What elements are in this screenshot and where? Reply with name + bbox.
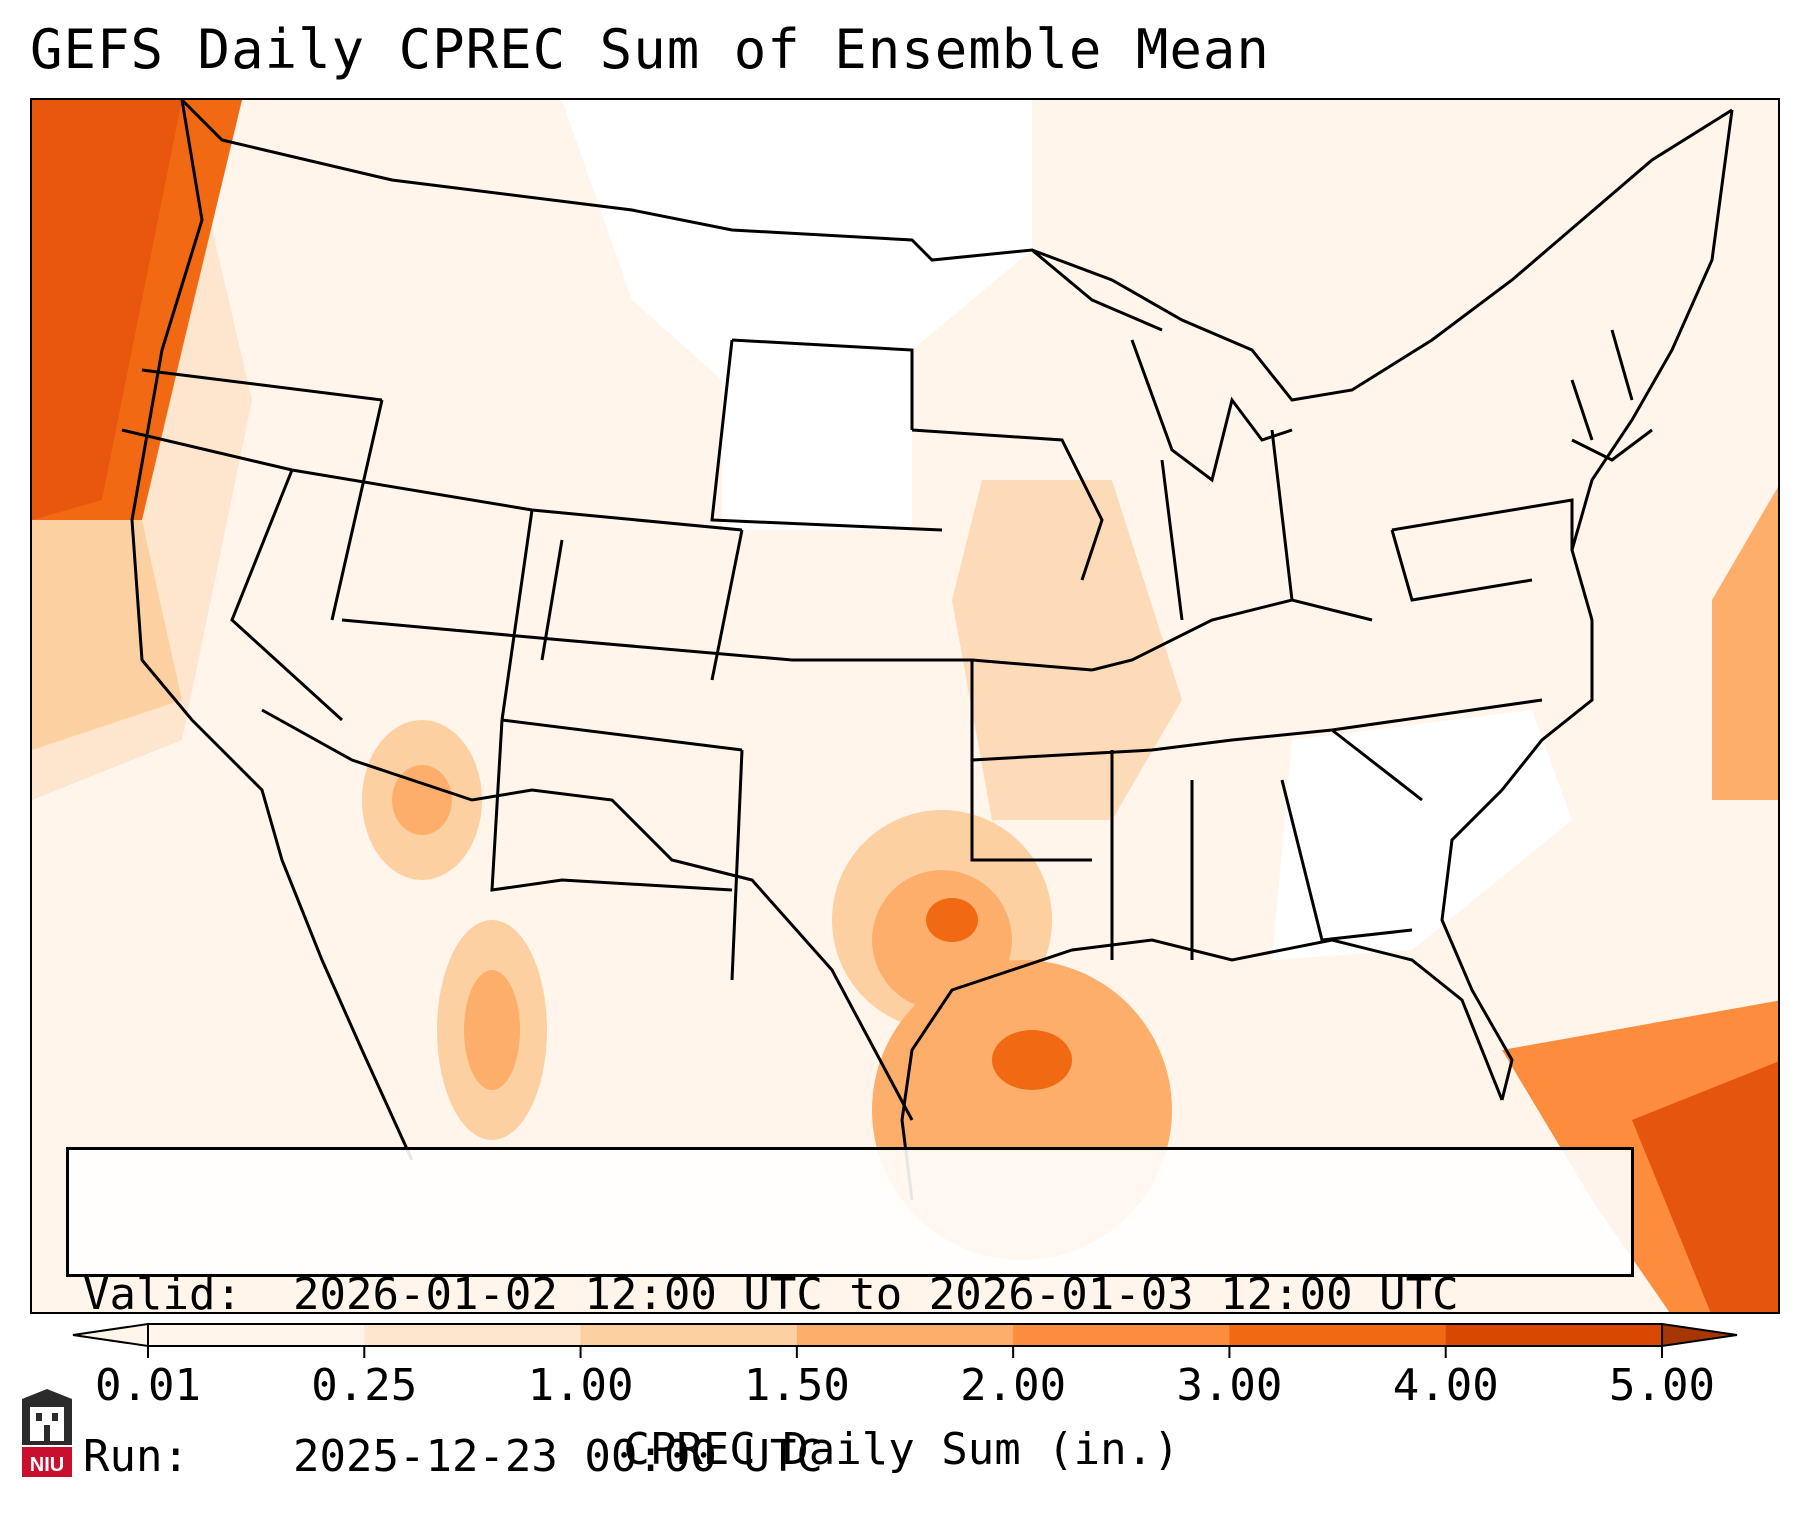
run-label: Run: (83, 1431, 189, 1482)
west-coast-mid (32, 520, 182, 750)
valid-label: Valid: (83, 1269, 242, 1320)
colorbar-tick-label: 2.00 (960, 1360, 1067, 1411)
dry-region-southeast (1272, 710, 1572, 960)
map-title: GEFS Daily CPREC Sum of Ensemble Mean (30, 18, 1270, 81)
light-region-northeast (1172, 100, 1452, 340)
valid-line: Valid: 2026-01-02 12:00 UTC to 2026-01-03… (83, 1268, 1617, 1322)
colorbar-segment (148, 1324, 365, 1346)
colorbar-segment (580, 1324, 798, 1346)
map-canvas (32, 100, 1778, 1312)
canada-border (180, 100, 1163, 332)
colorbar-tick-label: 1.00 (527, 1360, 634, 1411)
colorbar-tick-label: 3.00 (1176, 1360, 1283, 1411)
colorbar (72, 1322, 1738, 1358)
mexico-core (464, 970, 520, 1090)
colorbar-tick-label: 0.25 (311, 1360, 418, 1411)
colorbar-tick-label: 0.01 (95, 1360, 201, 1411)
dry-region-north (562, 100, 1032, 530)
gulf-peak (992, 1030, 1072, 1090)
colorbar-tick-label: 5.00 (1609, 1360, 1715, 1411)
caribbean-peak (1632, 1061, 1778, 1312)
colorbar-tick-label: 1.50 (743, 1360, 850, 1411)
arizona-core (392, 765, 452, 835)
precipitation-map (30, 98, 1780, 1314)
colorbar-extend-min (72, 1322, 149, 1348)
colorbar-segments (72, 1322, 1738, 1348)
great-lakes-border (1031, 108, 1733, 402)
colorbar-segment (1229, 1324, 1447, 1346)
valid-run-info-box: Valid: 2026-01-02 12:00 UTC to 2026-01-03… (66, 1147, 1634, 1482)
colorbar-segment (1013, 1324, 1230, 1346)
valid-value: 2026-01-02 12:00 UTC to 2026-01-03 12:00… (293, 1269, 1459, 1320)
colorbar-ticks (147, 1346, 1663, 1358)
niu-logo-icon: NIU (22, 1389, 72, 1477)
boundary-lines (121, 100, 1734, 1201)
colorbar-extend-max (1661, 1322, 1738, 1348)
mississippi-valley-band (952, 480, 1182, 820)
west-coastline (130, 100, 414, 1161)
logo-text: NIU (30, 1454, 64, 1476)
run-value: 2025-12-23 00:00 UTC (293, 1431, 823, 1482)
mexico-border (261, 708, 914, 1121)
colorbar-tick-label: 4.00 (1392, 1360, 1499, 1411)
colorbar-segment (364, 1324, 582, 1346)
colorbar-label: CPREC Daily Sum (in.) (623, 1424, 1180, 1475)
texas-peak (926, 898, 978, 942)
run-line: Run: 2025-12-23 00:00 UTC (83, 1430, 1617, 1484)
colorbar-segment (796, 1324, 1014, 1346)
lake-michigan-shore (1130, 339, 1293, 483)
colorbar-segment (1445, 1324, 1663, 1346)
colorbar-outline (147, 1323, 1663, 1347)
atlantic-east-band (1712, 486, 1778, 800)
east-coastline (1440, 109, 1734, 1101)
west-coast-heaviest (32, 100, 182, 520)
